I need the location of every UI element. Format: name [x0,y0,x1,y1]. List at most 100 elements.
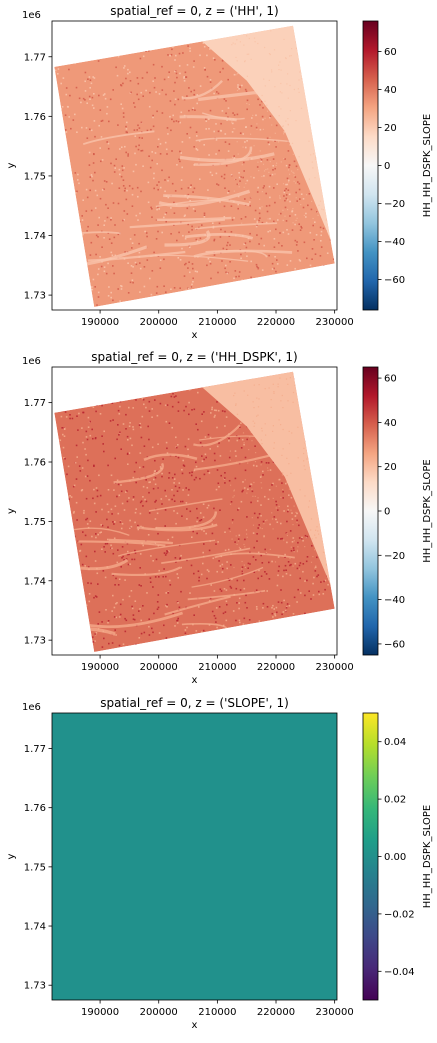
raster-speckle [194,270,197,273]
raster-speckle [321,101,323,103]
raster-water-speckle [310,529,312,531]
raster-speckle [238,437,241,440]
raster-speckle [123,65,126,67]
raster-speckle [55,257,57,259]
raster-speckle [198,140,201,142]
raster-speckle [160,296,162,298]
raster-water-speckle [275,164,277,166]
raster-speckle [269,116,271,119]
raster-water-speckle [274,132,276,134]
raster-speckle [166,550,168,552]
raster-water-speckle [266,519,268,521]
raster-speckle [155,527,157,529]
raster-water-speckle [293,180,295,182]
raster-water-speckle [331,381,333,383]
raster-speckle [103,450,105,453]
raster-water-speckle [234,178,236,180]
raster-speckle [166,404,169,406]
raster-speckle [237,84,239,86]
raster-speckle [198,28,201,30]
raster-speckle [203,530,205,532]
raster-water-speckle [329,490,331,492]
raster-speckle [89,520,92,522]
raster-speckle [138,251,141,254]
raster-speckle [327,583,329,586]
raster-streak [164,595,231,616]
raster-speckle [223,98,226,100]
raster-water-speckle [320,518,322,520]
raster-speckle [276,584,279,587]
raster-speckle [65,178,68,181]
raster-water-speckle [278,106,280,108]
raster-speckle [288,166,290,169]
raster-speckle [311,123,314,126]
raster-speckle [169,100,172,102]
raster-speckle [300,398,303,400]
raster-speckle [84,268,87,270]
raster-water-speckle [273,392,275,394]
raster-water-speckle [319,75,321,77]
raster-speckle [196,149,199,151]
raster-speckle [262,520,265,523]
raster-speckle [231,131,234,133]
raster-speckle [167,538,169,541]
raster-speckle [56,375,58,378]
raster-speckle [66,597,68,599]
raster-speckle [291,210,293,213]
raster-speckle [147,534,150,536]
raster-speckle [135,399,137,401]
raster-speckle [85,127,88,129]
raster-speckle [193,638,195,641]
raster-speckle [144,230,146,233]
chart-panel-1: spatial_ref = 0, z = ('HH', 1)190000 2000… [6,4,433,341]
raster-speckle [222,247,225,250]
raster-speckle [140,150,142,152]
raster-water-speckle [314,487,316,490]
raster-speckle [277,509,279,511]
raster-speckle [329,225,332,227]
raster-speckle [275,124,278,127]
raster-speckle [64,114,67,116]
raster-water-speckle [286,474,288,477]
raster-speckle [237,509,239,511]
raster-speckle [104,551,106,553]
raster-speckle [287,505,289,507]
raster-speckle [85,210,88,212]
raster-speckle [269,115,272,118]
raster-speckle [183,215,186,217]
raster-speckle [322,149,325,152]
raster-speckle [166,452,169,454]
raster-speckle [298,524,300,527]
raster-water-speckle [257,497,259,499]
raster-water-speckle [262,27,265,29]
raster-speckle [61,482,63,484]
raster-speckle [224,187,226,189]
raster-speckle [294,239,297,242]
raster-speckle [56,371,59,373]
raster-speckle [133,618,136,621]
raster-speckle [132,426,134,428]
raster-speckle [129,563,131,565]
raster-speckle [103,430,105,433]
raster-water-speckle [251,517,253,519]
raster-speckle [199,237,202,240]
raster-speckle [181,247,183,250]
raster-speckle [304,81,306,84]
raster-water-speckle [305,43,307,45]
raster-speckle [139,512,142,515]
raster-speckle [237,203,239,206]
raster-speckle [215,607,218,609]
raster-speckle [327,48,330,50]
raster-water-speckle [317,214,319,216]
raster-water-speckle [293,172,295,174]
raster-speckle [90,37,92,40]
raster-water-speckle [300,107,303,109]
raster-water-speckle [246,536,248,538]
raster-speckle [221,571,224,573]
raster-speckle [200,291,202,294]
raster-speckle [311,248,314,250]
raster-speckle [215,153,217,155]
raster-speckle [320,650,323,652]
raster-water-speckle [273,442,275,444]
raster-water-speckle [298,385,300,387]
